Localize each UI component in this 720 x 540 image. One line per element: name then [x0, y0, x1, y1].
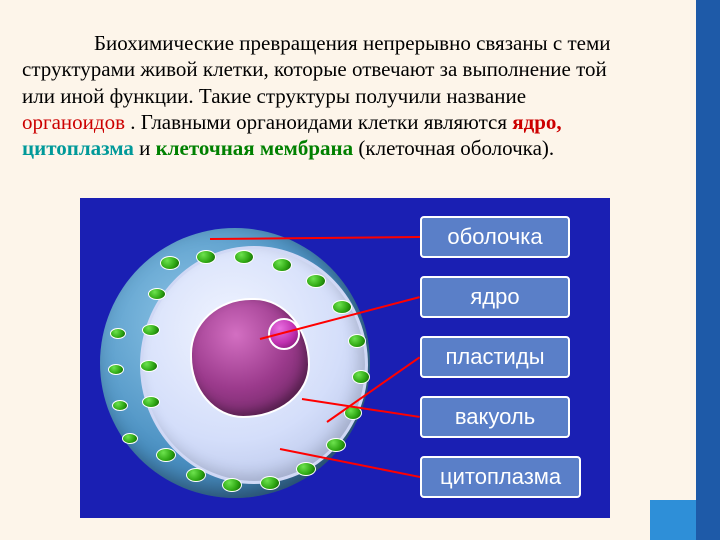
plastid [110, 328, 126, 339]
plastid [186, 468, 206, 482]
diagram-label: цитоплазма [420, 456, 581, 498]
plastid [306, 274, 326, 288]
cell-diagram: оболочка ядро пластиды вакуоль цитоплазма [80, 198, 610, 518]
plastid [156, 448, 176, 462]
plastid [160, 256, 180, 270]
diagram-label: оболочка [420, 216, 570, 258]
plastid [332, 300, 352, 314]
plastid [352, 370, 370, 384]
plastid [142, 324, 160, 336]
intro-paragraph: Биохимические превращения непрерывно свя… [22, 30, 612, 161]
plastid [260, 476, 280, 490]
plastid [196, 250, 216, 264]
diagram-label: пластиды [420, 336, 570, 378]
plastid [222, 478, 242, 492]
diagram-label: вакуоль [420, 396, 570, 438]
plastid [234, 250, 254, 264]
plastid [108, 364, 124, 375]
plastid [272, 258, 292, 272]
plastid [296, 462, 316, 476]
plastid [112, 400, 128, 411]
plastid [122, 433, 138, 444]
plastid [142, 396, 160, 408]
cell-nucleus [190, 298, 310, 418]
plastid [140, 360, 158, 372]
side-bar [696, 0, 720, 540]
plastid [348, 334, 366, 348]
plastid [148, 288, 166, 300]
plastid [326, 438, 346, 452]
diagram-label: ядро [420, 276, 570, 318]
